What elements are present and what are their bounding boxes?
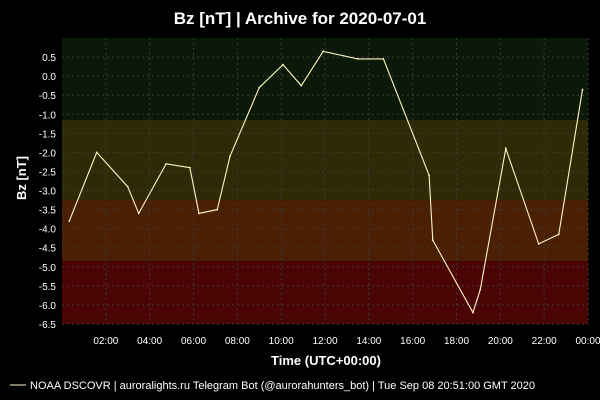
- data-point: [356, 58, 359, 60]
- data-point: [258, 86, 261, 89]
- y-tick-label: -3.5: [39, 206, 57, 217]
- data-point: [382, 58, 385, 60]
- y-tick-label: -1.0: [39, 110, 57, 121]
- y-tick-label: -1.5: [39, 129, 57, 140]
- x-tick-label: 10:00: [269, 336, 294, 347]
- data-point: [188, 166, 191, 169]
- x-tick-label: 06:00: [181, 336, 206, 347]
- chart-title: Bz [nT] | Archive for 2020-07-01: [174, 9, 427, 28]
- zone-bands: [62, 38, 588, 324]
- y-tick-labels: 0.5 0.0 -0.5 -1.0 -1.5 -2.0 -2.5 -3.0 -3.5 -4.0 -4…: [39, 53, 57, 331]
- x-tick-label: 08:00: [225, 336, 250, 347]
- x-tick-labels: 02:00 04:00 06:00 08:00 10:00 12:00 14:00 16:00…: [93, 336, 600, 347]
- y-axis-label: Bz [nT]: [14, 156, 29, 200]
- y-tick-label: -6.0: [39, 301, 57, 312]
- data-point: [479, 288, 482, 291]
- data-point: [216, 208, 219, 211]
- data-point: [95, 151, 98, 154]
- data-point: [504, 147, 507, 150]
- data-point: [137, 212, 140, 215]
- data-point: [557, 233, 560, 236]
- y-tick-label: -3.0: [39, 187, 57, 198]
- y-tick-label: -6.5: [39, 320, 57, 331]
- y-tick-label: -0.5: [39, 91, 57, 102]
- data-point: [322, 50, 325, 53]
- y-tick-label: -2.0: [39, 148, 57, 159]
- data-point: [581, 88, 584, 91]
- y-tick-label: -4.5: [39, 244, 57, 255]
- zone-band-2: [62, 200, 588, 262]
- x-tick-label: 04:00: [137, 336, 162, 347]
- x-tick-label: 22:00: [532, 336, 557, 347]
- series-layer: [68, 50, 584, 314]
- data-point: [198, 212, 200, 215]
- data-point: [300, 84, 303, 87]
- y-tick-label: -5.5: [39, 282, 57, 293]
- y-tick-label: 0.5: [42, 53, 56, 64]
- y-tick-label: -4.0: [39, 225, 57, 236]
- x-tick-label: 00:00: [575, 336, 600, 347]
- y-tick-label: 0.0: [42, 72, 56, 83]
- x-axis-label: Time (UTC+00:00): [271, 353, 381, 368]
- data-point: [68, 220, 71, 222]
- data-point: [472, 311, 474, 314]
- data-point: [229, 155, 231, 158]
- x-tick-label: 02:00: [93, 336, 118, 347]
- x-tick-label: 16:00: [400, 336, 425, 347]
- y-tick-label: -2.5: [39, 167, 57, 178]
- data-point: [126, 185, 129, 188]
- data-point: [537, 243, 540, 245]
- data-point: [282, 63, 284, 66]
- x-tick-label: 20:00: [488, 336, 513, 347]
- data-point: [431, 239, 434, 242]
- data-point: [428, 174, 431, 177]
- legend-footer-text: NOAA DSCOVR | auroralights.ru Telegram B…: [30, 380, 535, 392]
- y-tick-label: -5.0: [39, 263, 57, 274]
- x-tick-label: 18:00: [444, 336, 469, 347]
- data-point: [165, 162, 168, 165]
- x-tick-label: 14:00: [356, 336, 381, 347]
- x-tick-label: 12:00: [312, 336, 337, 347]
